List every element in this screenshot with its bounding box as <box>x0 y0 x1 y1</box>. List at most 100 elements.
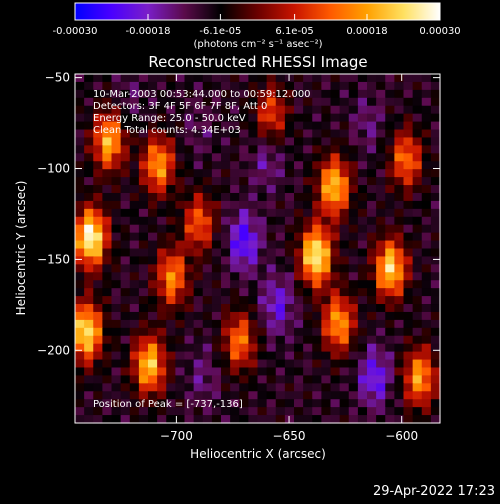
heatmap-cell <box>257 113 268 123</box>
heatmap-cell <box>193 415 204 424</box>
heatmap-cell <box>129 280 140 289</box>
heatmap-cell <box>385 113 395 123</box>
heatmap-cell <box>202 415 213 424</box>
heatmap-cell <box>193 351 204 361</box>
heatmap-cell <box>421 113 432 123</box>
heatmap-cell <box>129 272 140 281</box>
heatmap-cell <box>221 256 231 265</box>
heatmap-cell <box>430 280 441 289</box>
heatmap-cell <box>129 153 140 162</box>
heatmap-cell <box>202 343 213 353</box>
heatmap-cell <box>430 359 441 369</box>
heatmap-cell <box>348 113 359 123</box>
heatmap-cell <box>385 232 395 242</box>
heatmap-cell <box>303 280 313 289</box>
heatmap-cell <box>348 161 359 170</box>
heatmap-cell <box>312 280 322 289</box>
heatmap-cell <box>221 272 231 281</box>
heatmap-cell <box>330 121 341 131</box>
heatmap-cell <box>321 296 332 305</box>
heatmap-cell <box>120 89 131 99</box>
heatmap-cell <box>394 343 405 353</box>
heatmap-cell <box>75 319 85 329</box>
heatmap-cell <box>184 97 195 107</box>
heatmap-cell <box>93 169 103 178</box>
heatmap-cell <box>84 81 94 91</box>
heatmap-cell <box>339 367 350 377</box>
heatmap-cell <box>230 407 240 416</box>
heatmap-cell <box>294 383 304 392</box>
heatmap-cell <box>321 415 332 424</box>
heatmap-cell <box>339 272 350 281</box>
heatmap-cell <box>367 407 377 416</box>
heatmap-cell <box>275 375 286 384</box>
heatmap-cell <box>284 264 295 273</box>
heatmap-cell <box>193 391 204 400</box>
heatmap-cell <box>111 240 122 250</box>
heatmap-cell <box>275 359 286 369</box>
heatmap-cell <box>93 256 103 265</box>
heatmap-cell <box>421 335 432 345</box>
heatmap-cell <box>211 169 222 178</box>
heatmap-cell <box>312 272 322 281</box>
heatmap-cell <box>211 153 222 162</box>
heatmap-cell <box>166 280 176 289</box>
heatmap-cell <box>148 359 158 369</box>
heatmap-cell <box>193 383 204 392</box>
heatmap-cell <box>275 304 286 313</box>
heatmap-cell <box>412 272 423 281</box>
heatmap-cell <box>385 240 395 250</box>
heatmap-cell <box>403 311 414 321</box>
heatmap-cell <box>257 343 268 353</box>
heatmap-cell <box>266 296 277 305</box>
heatmap-cell <box>166 208 176 218</box>
heatmap-cell <box>257 391 268 400</box>
heatmap-cell <box>339 145 350 154</box>
heatmap-cell <box>421 200 432 210</box>
heatmap-cell <box>248 89 259 99</box>
heatmap-cell <box>275 216 286 226</box>
heatmap-cell <box>357 208 368 218</box>
heatmap-cell <box>184 216 195 226</box>
heatmap-cell <box>348 407 359 416</box>
heatmap-cell <box>275 177 286 186</box>
heatmap-cell <box>275 169 286 178</box>
heatmap-cell <box>184 335 195 345</box>
heatmap-cell <box>348 185 359 194</box>
heatmap-cell <box>394 121 405 131</box>
heatmap-cell <box>303 272 313 281</box>
heatmap-cell <box>211 224 222 234</box>
heatmap-cell <box>129 129 140 139</box>
heatmap-cell <box>102 351 113 361</box>
heatmap-cell <box>348 105 359 115</box>
heatmap-cell <box>367 343 377 353</box>
heatmap-cell <box>138 97 149 107</box>
heatmap-cell <box>129 145 140 154</box>
heatmap-cell <box>357 319 368 329</box>
heatmap-cell <box>102 185 113 194</box>
heatmap-cell <box>412 296 423 305</box>
heatmap-cell <box>339 264 350 273</box>
heatmap-cell <box>84 311 94 321</box>
heatmap-cell <box>193 256 204 265</box>
heatmap-cell <box>111 296 122 305</box>
heatmap-cell <box>284 399 295 408</box>
heatmap-cell <box>202 280 213 289</box>
heatmap-cell <box>412 89 423 99</box>
heatmap-cell <box>129 288 140 297</box>
heatmap-cell <box>157 121 167 131</box>
heatmap-cell <box>357 311 368 321</box>
heatmap-cell <box>84 383 94 392</box>
heatmap-cell <box>84 208 94 218</box>
heatmap-cell <box>367 296 377 305</box>
heatmap-cell <box>321 81 332 91</box>
heatmap-cell <box>239 240 249 250</box>
heatmap-cell <box>138 200 149 210</box>
heatmap-cell <box>321 256 332 265</box>
heatmap-cell <box>421 391 432 400</box>
heatmap-cell <box>157 137 167 146</box>
heatmap-cell <box>367 208 377 218</box>
heatmap-cell <box>93 97 103 107</box>
heatmap-cell <box>376 145 386 154</box>
heatmap-cell <box>157 399 167 408</box>
